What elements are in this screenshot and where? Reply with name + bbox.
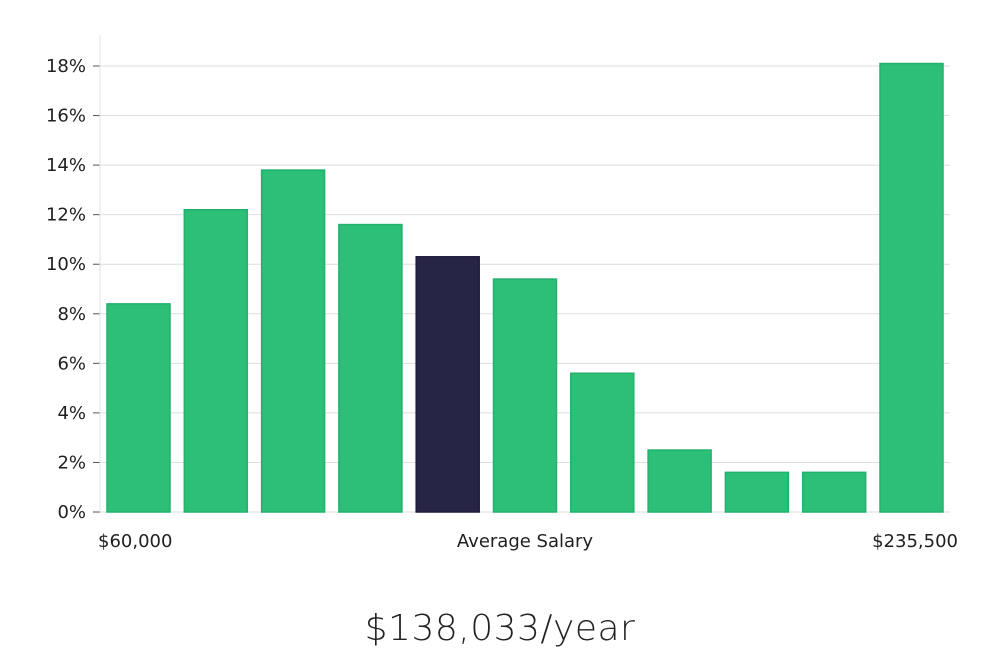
y-tick-label: 8% <box>57 304 86 325</box>
x-label-average: Average Salary <box>457 531 594 552</box>
bar <box>724 471 790 513</box>
y-tick-label: 4% <box>57 403 86 424</box>
bar <box>260 169 326 513</box>
y-axis-ticks: 0% 2% 4% 6% 8% 10% 12% 14% 16% 18% <box>46 56 100 523</box>
bar <box>492 278 558 513</box>
bar <box>570 372 635 513</box>
bar-average <box>415 256 480 513</box>
y-tick-label: 16% <box>46 106 86 127</box>
y-tick-label: 14% <box>46 155 86 176</box>
bar <box>879 62 944 513</box>
bar <box>647 449 712 513</box>
y-tick-label: 2% <box>57 452 86 473</box>
y-tick-label: 0% <box>57 502 86 523</box>
bar <box>183 208 249 513</box>
y-tick-label: 10% <box>46 254 86 275</box>
y-tick-label: 12% <box>46 205 86 226</box>
x-label-max: $235,500 <box>872 531 958 552</box>
y-tick-label: 6% <box>57 353 86 374</box>
x-label-min: $60,000 <box>98 531 172 552</box>
bar <box>106 303 171 513</box>
bar <box>801 471 867 513</box>
y-tick-label: 18% <box>46 56 86 77</box>
salary-histogram: 0% 2% 4% 6% 8% 10% 12% 14% 16% 18% $60,000 Averag… <box>46 35 958 552</box>
average-salary-value: $138,033/year <box>364 608 636 649</box>
bar <box>338 223 403 513</box>
bars <box>106 62 944 513</box>
